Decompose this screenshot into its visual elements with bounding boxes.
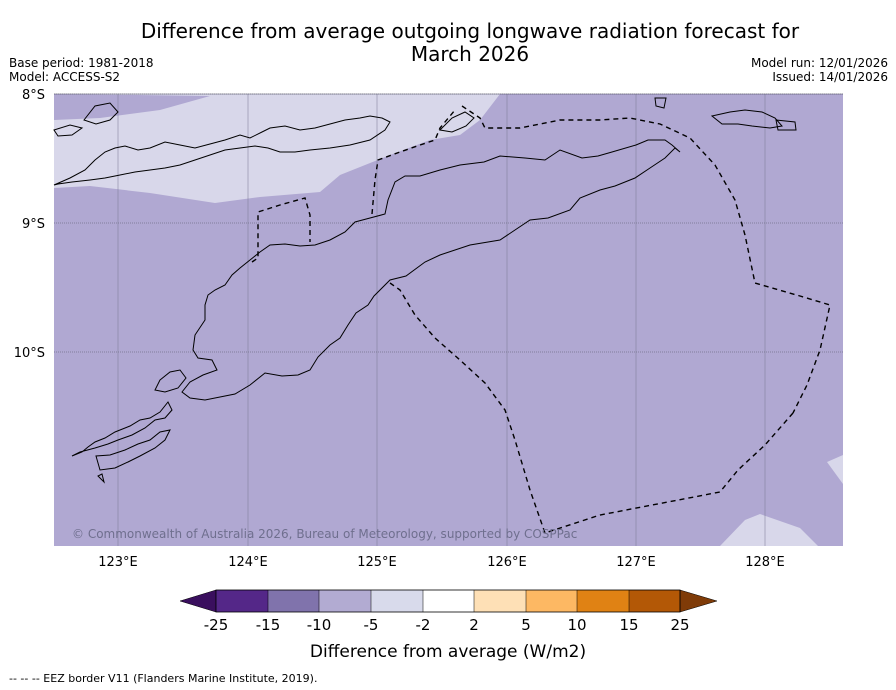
meta-left: Base period: 1981-2018 Model: ACCESS-S2 <box>9 56 154 84</box>
colorbar-segment-1 <box>216 590 268 612</box>
colorbar-segment-4 <box>371 590 423 612</box>
colorbar-title: Difference from average (W/m2) <box>310 642 586 662</box>
colorbar-tick-6: 2 <box>469 616 479 634</box>
pale-anomaly-region-east <box>827 455 843 484</box>
purple-notch-northwest <box>54 94 210 120</box>
colorbar-tick-7: 5 <box>521 616 531 634</box>
colorbar-segment-8 <box>577 590 629 612</box>
colorbar-segment-6 <box>474 590 526 612</box>
colorbar-segment-3 <box>319 590 371 612</box>
coastlines <box>53 97 797 484</box>
colorbar-tick-9: 15 <box>619 616 638 634</box>
lat-label-8s: 8°S <box>22 88 45 103</box>
colorbar-tick-8: 10 <box>567 616 586 634</box>
rote-coastline <box>71 401 173 457</box>
lon-label-125e: 125°E <box>357 555 397 570</box>
model-name: Model: ACCESS-S2 <box>9 70 121 84</box>
eez-legend-note: -- -- -- EEZ border V11 (Flanders Marine… <box>9 672 318 685</box>
wetar-coastline <box>710 109 783 129</box>
lon-gridlines <box>117 94 766 546</box>
atauro-coastline <box>438 111 475 133</box>
map-title: Difference from average outgoing longwav… <box>95 20 845 66</box>
islet-coastline <box>97 473 105 484</box>
colorbar-dividers <box>267 590 630 612</box>
meta-right: Model run: 12/01/2026 Issued: 14/01/2026 <box>751 56 888 84</box>
colorbar-tick-2: -15 <box>256 616 281 634</box>
lon-label-126e: 126°E <box>487 555 527 570</box>
romang-coastline <box>775 119 797 131</box>
lon-label-127e: 127°E <box>616 555 656 570</box>
colorbar-tick-10: 25 <box>670 616 689 634</box>
colorbar-frame <box>215 589 681 613</box>
pale-anomaly-region-south <box>720 514 818 546</box>
wetar-islet-coastline <box>654 97 667 109</box>
colorbar-segment-9 <box>629 590 680 612</box>
lembata-coastline <box>53 124 84 137</box>
timor-coastline <box>181 139 681 401</box>
lon-label-123e: 123°E <box>98 555 138 570</box>
title-line-1: Difference from average outgoing longwav… <box>140 19 800 43</box>
colorbar-arrow-high <box>679 589 718 613</box>
savu-coastline <box>95 429 171 471</box>
colorbar-segment-2 <box>268 590 319 612</box>
eez-border-north <box>371 109 456 215</box>
lon-label-128e: 128°E <box>745 555 785 570</box>
lon-label-124e: 124°E <box>228 555 268 570</box>
colorbar-tick-1: -25 <box>204 616 229 634</box>
eez-border <box>251 105 831 534</box>
colorbar: -25 -15 -10 -5 -2 2 5 10 15 25 Differenc… <box>179 589 718 662</box>
issued-date: Issued: 14/01/2026 <box>772 70 888 84</box>
colorbar-tick-4: -5 <box>364 616 379 634</box>
semau-coastline <box>154 369 187 393</box>
lat-label-10s: 10°S <box>14 346 45 361</box>
model-run: Model run: 12/01/2026 <box>750 56 888 70</box>
colorbar-arrow-low <box>179 589 217 613</box>
colorbar-segment-5 <box>423 590 474 612</box>
colorbar-segment-7 <box>526 590 577 612</box>
colorbar-tick-5: -2 <box>416 616 431 634</box>
title-line-2: March 2026 <box>410 42 530 66</box>
lat-label-9s: 9°S <box>22 217 45 232</box>
colorbar-tick-3: -10 <box>307 616 332 634</box>
copyright-credit: © Commonwealth of Australia 2026, Bureau… <box>72 527 577 541</box>
base-period: Base period: 1981-2018 <box>9 56 154 70</box>
pantar-coastline <box>83 102 119 125</box>
eez-border-oecusse <box>251 197 311 263</box>
flores-alor-coastline <box>53 115 391 186</box>
